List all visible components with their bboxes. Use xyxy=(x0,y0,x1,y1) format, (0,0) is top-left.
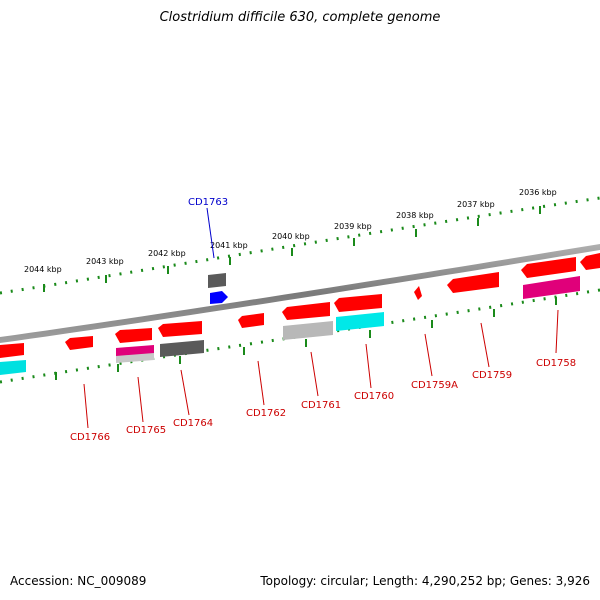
label-leaders xyxy=(83,207,559,429)
gene-arrow[interactable] xyxy=(580,253,600,270)
gene-arrow[interactable] xyxy=(208,273,226,288)
gene-arrow[interactable] xyxy=(334,294,382,312)
gene-labels: CD1766 CD1765 CD1764 CD1763 CD1762 CD176… xyxy=(70,197,576,443)
gene-arrow[interactable] xyxy=(160,340,204,357)
outer-ruler-ring xyxy=(0,196,600,295)
gene-label-cd1759[interactable]: CD1759 xyxy=(472,370,512,381)
gene-arrow[interactable] xyxy=(523,276,580,299)
genome-summary-text: Topology: circular; Length: 4,290,252 bp… xyxy=(260,574,590,588)
feature-track xyxy=(0,253,600,375)
gene-label-cd1763[interactable]: CD1763 xyxy=(188,197,228,208)
ruler-label: 2041 kbp xyxy=(210,241,248,250)
gene-label-cd1760[interactable]: CD1760 xyxy=(354,391,394,402)
gene-label-cd1758[interactable]: CD1758 xyxy=(536,358,576,369)
ruler-label: 2039 kbp xyxy=(334,222,372,231)
ruler-label: 2040 kbp xyxy=(272,232,310,241)
inner-major-ticks xyxy=(55,297,557,380)
gene-arrow[interactable] xyxy=(414,286,422,300)
gene-arrow[interactable] xyxy=(65,336,93,350)
ruler-label: 2038 kbp xyxy=(396,211,434,220)
gene-label-cd1762[interactable]: CD1762 xyxy=(246,408,286,419)
gene-arrow[interactable] xyxy=(283,321,333,340)
gene-arrow[interactable] xyxy=(0,343,24,358)
inner-ruler-ring xyxy=(0,288,600,384)
ruler-label: 2036 kbp xyxy=(519,188,557,197)
gene-arrow[interactable] xyxy=(210,291,228,304)
gene-label-cd1764[interactable]: CD1764 xyxy=(173,418,213,429)
ruler-label: 2044 kbp xyxy=(24,265,62,274)
gene-arrow[interactable] xyxy=(158,321,202,337)
gene-arrow[interactable] xyxy=(336,312,384,331)
gene-label-cd1766[interactable]: CD1766 xyxy=(70,432,110,443)
genome-backbone xyxy=(0,244,600,343)
gene-arrow[interactable] xyxy=(521,257,576,278)
gene-arrow[interactable] xyxy=(282,302,330,320)
ruler-labels: 2044 kbp 2043 kbp 2042 kbp 2041 kbp 2040… xyxy=(24,188,557,274)
genome-title: Clostridium difficile 630, complete geno… xyxy=(159,10,441,25)
gene-arrow[interactable] xyxy=(116,353,154,363)
ruler-label: 2042 kbp xyxy=(148,249,186,258)
gene-label-cd1761[interactable]: CD1761 xyxy=(301,400,341,411)
outer-major-ticks xyxy=(43,206,541,292)
gene-arrow[interactable] xyxy=(447,272,499,293)
gene-arrow[interactable] xyxy=(238,313,264,328)
accession-text: Accession: NC_009089 xyxy=(10,574,147,588)
ruler-label: 2043 kbp xyxy=(86,257,124,266)
gene-label-cd1759a[interactable]: CD1759A xyxy=(411,380,458,391)
gene-label-cd1765[interactable]: CD1765 xyxy=(126,425,166,436)
ruler-label: 2037 kbp xyxy=(457,200,495,209)
gene-arrow[interactable] xyxy=(115,328,152,343)
gene-arrow[interactable] xyxy=(0,360,26,375)
